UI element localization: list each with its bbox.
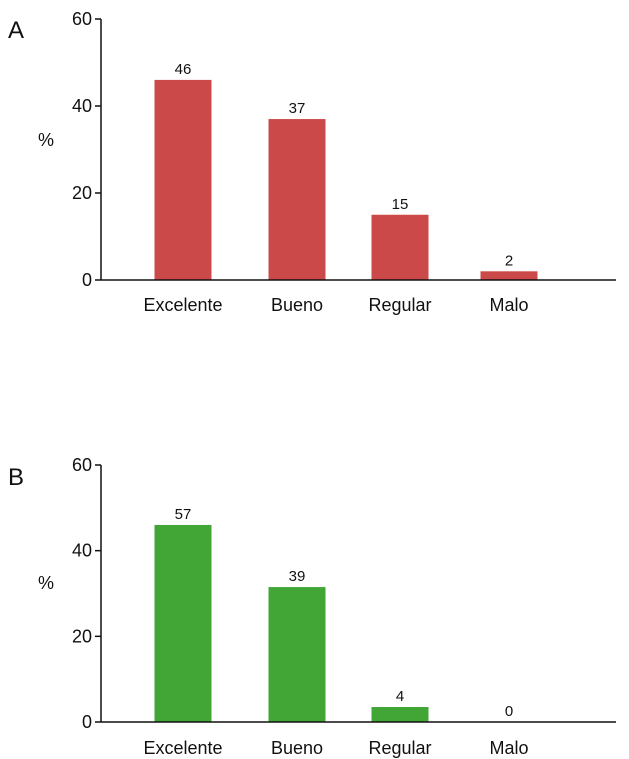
x-tick-label-excelente-a: Excelente [143,295,222,315]
y-tick-label-20-b: 20 [72,626,92,646]
y-tick-label-40-a: 40 [72,96,92,116]
value-label-bueno-a: 37 [289,100,306,117]
value-label-excelente-b: 57 [175,506,192,523]
value-label-excelente-a: 46 [175,61,192,78]
bar-malo-a [480,271,538,280]
bar-bueno-b [268,587,326,722]
chart-panel-a: A % 46Excelente37Bueno15Regular2Malo0204… [8,9,616,315]
bar-regular-a [371,214,429,280]
y-tick-label-0-b: 0 [82,712,92,732]
x-tick-label-excelente-b: Excelente [143,738,222,758]
value-label-regular-a: 15 [392,196,409,213]
y-tick-label-0-a: 0 [82,270,92,290]
y-axis-label-a: % [38,130,54,150]
plot-area-a: 46 Excelente 37 Bueno 15 Regular 2 Malo 0 20 40 60 [72,9,616,315]
bar-bueno-a [268,119,326,280]
y-axis-label-b: % [38,573,54,593]
y-tick-label-40-b: 40 [72,541,92,561]
x-tick-label-regular-b: Regular [368,738,431,758]
bar-regular-b [371,707,429,722]
chart-panel-b: B % 57 Excelente 39 Bueno 4 Regular 0 Malo 0 20 40… [8,455,616,758]
value-label-bueno-b: 39 [289,568,306,585]
value-label-malo-b: 0 [505,703,513,720]
x-tick-label-bueno-b: Bueno [271,738,323,758]
x-tick-label-regular-a: Regular [368,295,431,315]
x-tick-label-malo-a: Malo [489,295,528,315]
plot-area-b: 57 Excelente 39 Bueno 4 Regular 0 Malo 0 20 40 60 [72,455,616,758]
y-tick-label-60-b: 60 [72,455,92,475]
value-label-malo-a: 2 [505,252,513,269]
value-label-regular-b: 4 [396,688,404,705]
bar-excelente-a [154,79,212,281]
bar-excelente-b [154,524,212,722]
panel-label-b: B [8,464,24,491]
panel-label-a: A [8,17,24,44]
y-tick-label-60-a: 60 [72,9,92,29]
x-tick-label-bueno-a: Bueno [271,295,323,315]
y-tick-label-20-a: 20 [72,183,92,203]
x-tick-label-malo-b: Malo [489,738,528,758]
